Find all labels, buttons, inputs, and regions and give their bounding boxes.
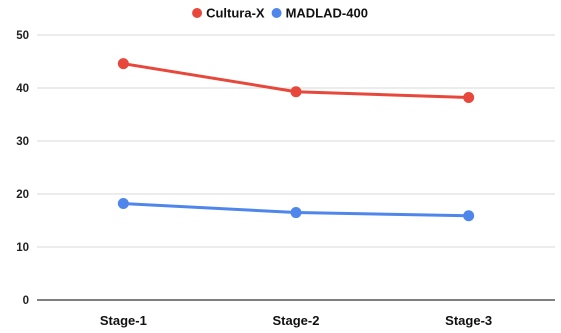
y-tick-label: 40 xyxy=(16,83,29,95)
x-axis: Stage-1 Stage-2 Stage-3 xyxy=(100,313,492,328)
gridlines xyxy=(37,34,555,301)
series-madlad-400 xyxy=(117,198,475,222)
data-point-madlad-400 xyxy=(463,210,475,222)
y-tick-label: 30 xyxy=(16,136,29,148)
legend-label: MADLAD-400 xyxy=(286,6,368,21)
legend-marker xyxy=(271,8,282,18)
data-point-cultura-x xyxy=(463,92,475,104)
data-point-madlad-400 xyxy=(117,198,129,210)
legend-label: Cultura-X xyxy=(206,6,265,21)
x-tick-label: Stage-2 xyxy=(273,313,320,328)
y-tick-label: 10 xyxy=(16,242,29,254)
y-tick-label: 20 xyxy=(16,189,29,201)
legend: Cultura-X MADLAD-400 xyxy=(192,6,368,21)
data-point-madlad-400 xyxy=(290,207,302,219)
legend-item-cultura-x: Cultura-X xyxy=(192,6,265,21)
data-point-cultura-x xyxy=(117,58,129,70)
x-tick-label: Stage-3 xyxy=(445,313,492,328)
legend-item-madlad-400: MADLAD-400 xyxy=(271,6,368,21)
y-axis: 0 10 20 30 40 50 xyxy=(16,30,29,307)
series-group xyxy=(117,58,475,222)
series-cultura-x xyxy=(117,58,475,104)
data-point-cultura-x xyxy=(290,86,302,98)
x-tick-label: Stage-1 xyxy=(100,313,147,328)
legend-marker xyxy=(192,8,203,18)
y-tick-label: 0 xyxy=(23,295,29,307)
y-tick-label: 50 xyxy=(16,30,29,42)
